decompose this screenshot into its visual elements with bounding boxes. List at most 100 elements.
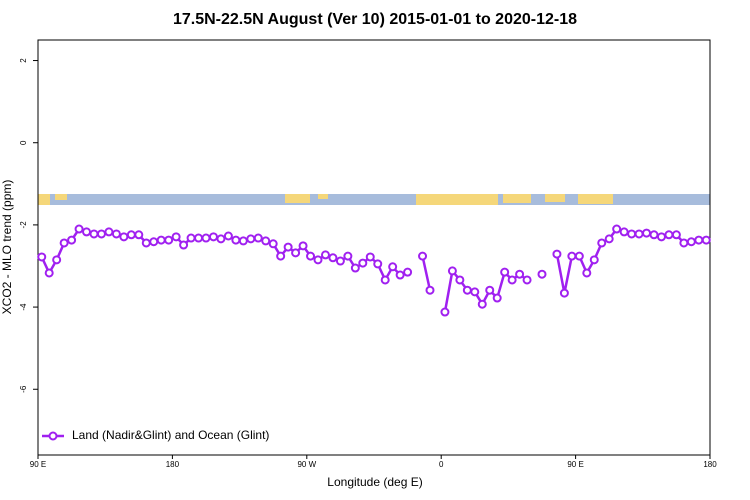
data-point — [350, 263, 360, 273]
data-point — [455, 275, 465, 285]
data-point — [462, 285, 472, 295]
data-point — [380, 275, 390, 285]
data-point — [634, 229, 644, 239]
data-point — [37, 252, 47, 262]
data-point — [156, 235, 166, 245]
data-point — [388, 262, 398, 272]
y-tick-label: 2 — [19, 58, 28, 63]
data-point — [223, 231, 233, 241]
data-point — [582, 268, 592, 278]
data-point — [268, 239, 278, 249]
data-point — [261, 236, 271, 246]
data-point — [104, 227, 114, 237]
data-point — [134, 230, 144, 240]
data-point — [335, 256, 345, 266]
data-point — [231, 235, 241, 245]
data-point — [664, 230, 674, 240]
x-tick-label: 180 — [703, 460, 717, 469]
data-point — [111, 229, 121, 239]
data-point — [567, 251, 577, 261]
data-point — [492, 293, 502, 303]
data-point — [642, 228, 652, 238]
data-point — [507, 275, 517, 285]
data-point — [418, 251, 428, 261]
data-point — [589, 255, 599, 265]
data-point — [82, 227, 92, 237]
data-point — [537, 269, 547, 279]
data-point — [619, 227, 629, 237]
data-point — [425, 285, 435, 295]
data-point — [574, 251, 584, 261]
x-tick-label: 0 — [439, 460, 444, 469]
plot-frame — [37, 39, 711, 456]
x-tick-label: 180 — [166, 460, 180, 469]
legend-label: Land (Nadir&Glint) and Ocean (Glint) — [72, 428, 269, 442]
data-point — [612, 224, 622, 234]
data-point — [656, 232, 666, 242]
data-point — [89, 229, 99, 239]
data-point — [373, 259, 383, 269]
data-point — [679, 238, 689, 248]
data-point — [470, 287, 480, 297]
data-point — [119, 232, 129, 242]
y-axis-label: XCO2 - MLO trend (ppm) — [0, 180, 14, 315]
data-point — [649, 230, 659, 240]
data-point — [604, 234, 614, 244]
map-strip — [38, 194, 710, 205]
chart-title: 17.5N-22.5N August (Ver 10) 2015-01-01 t… — [173, 11, 577, 28]
data-point — [126, 230, 136, 240]
x-tick-label: 90 E — [30, 460, 46, 469]
data-point — [291, 248, 301, 258]
data-point — [59, 238, 69, 248]
data-point — [477, 299, 487, 309]
x-tick-label: 90 E — [567, 460, 583, 469]
data-point — [52, 255, 62, 265]
data-point — [500, 267, 510, 277]
x-axis-label: Longitude (deg E) — [327, 475, 422, 489]
x-tick-label: 90 W — [297, 460, 316, 469]
data-point — [522, 275, 532, 285]
data-point — [559, 288, 569, 298]
y-tick-label: 0 — [19, 140, 28, 145]
data-point — [141, 238, 151, 248]
data-point — [701, 235, 711, 245]
data-point — [171, 232, 181, 242]
data-point — [149, 237, 159, 247]
data-point — [216, 234, 226, 244]
data-point — [74, 224, 84, 234]
data-point — [313, 255, 323, 265]
data-point — [298, 241, 308, 251]
data-point — [283, 242, 293, 252]
data-point — [67, 235, 77, 245]
data-point — [186, 233, 196, 243]
y-tick-label: -2 — [19, 221, 28, 229]
data-point — [201, 233, 211, 243]
data-point — [96, 229, 106, 239]
data-point — [358, 258, 368, 268]
data-point — [44, 268, 54, 278]
data-point — [306, 251, 316, 261]
data-point — [627, 229, 637, 239]
data-point — [194, 233, 204, 243]
data-point — [515, 269, 525, 279]
data-point — [395, 270, 405, 280]
data-point — [694, 235, 704, 245]
data-point — [485, 285, 495, 295]
data-point — [179, 240, 189, 250]
series-line — [421, 255, 432, 291]
data-point — [671, 230, 681, 240]
data-point — [440, 307, 450, 317]
y-tick-label: -6 — [19, 385, 28, 393]
data-point — [320, 250, 330, 260]
data-point — [597, 238, 607, 248]
data-point — [164, 235, 174, 245]
legend-marker — [48, 431, 58, 441]
data-point — [246, 234, 256, 244]
data-point — [365, 252, 375, 262]
data-point — [253, 233, 263, 243]
y-tick-label: -4 — [19, 303, 28, 311]
data-point — [552, 249, 562, 259]
data-point — [403, 267, 413, 277]
